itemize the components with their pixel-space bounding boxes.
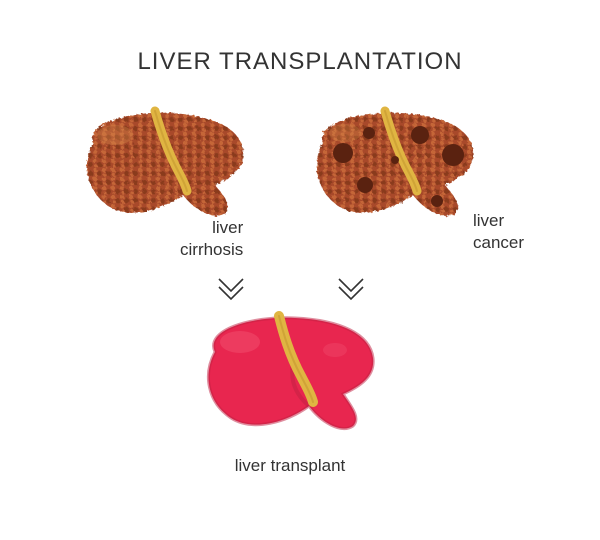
liver-cancer-graphic [305,105,480,225]
liver-cancer-label: liver cancer [473,210,524,254]
liver-transplant-graphic [195,310,380,440]
label-line: liver transplant [235,456,346,475]
label-line: cancer [473,233,524,252]
liver-cirrhosis-label: liver cirrhosis [180,217,243,261]
label-line: liver [473,211,504,230]
label-line: liver [212,218,243,237]
arrow-right-down [335,275,365,305]
liver-transplant-label: liver transplant [190,455,390,477]
page-title: LIVER TRANSPLANTATION [0,48,600,76]
label-line: cirrhosis [180,240,243,259]
arrow-left-down [215,275,245,305]
liver-cirrhosis-graphic [75,105,250,225]
